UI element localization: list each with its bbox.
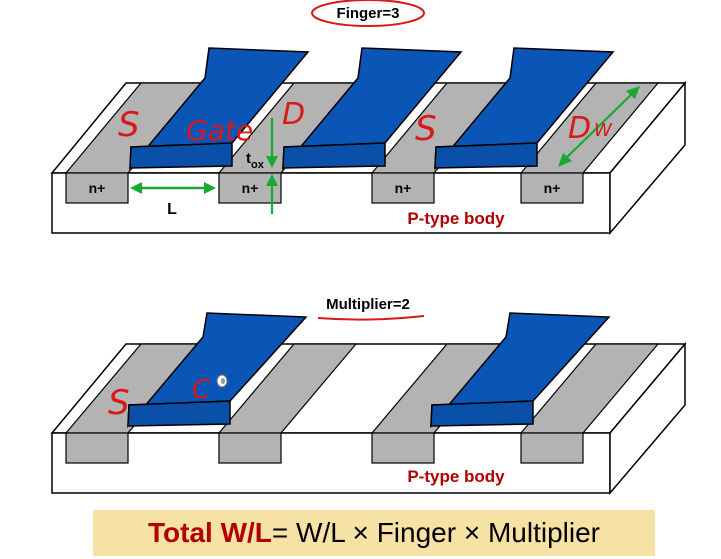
ink-source-2: S (415, 109, 437, 149)
ink-bottom-source: S (108, 383, 130, 423)
ink-gate: Gate (186, 114, 253, 147)
bottom-region-4 (520, 432, 584, 464)
bottom-substrate-side-face (609, 341, 686, 496)
mosfet-diagram: n+ n+ n+ n+ P-type body L (50, 0, 687, 496)
bottom-body-label: P-type body (407, 467, 505, 486)
bottom-region-1 (65, 432, 129, 464)
finger-label: Finger=3 (337, 5, 400, 22)
total-wl-formula: Total W/L = W/L × Finger × Multiplier (93, 510, 655, 556)
top-n-plus-label-4: n+ (544, 180, 561, 196)
multiplier-label: Multiplier=2 (326, 296, 410, 313)
top-substrate-front-face (51, 172, 611, 234)
top-n-plus-label-2: n+ (242, 180, 259, 196)
ink-bottom-scribble: C (192, 375, 211, 405)
length-arrow (130, 182, 216, 194)
top-gate-1 (129, 47, 310, 171)
width-arrow (558, 86, 640, 167)
bottom-substrate-front-face (51, 432, 611, 494)
tox-label: tox (246, 150, 265, 171)
top-transistor: n+ n+ n+ n+ P-type body L (50, 0, 687, 236)
multiplier-underline (317, 315, 425, 321)
ink-drain-1: D (282, 97, 305, 132)
top-body-label: P-type body (407, 209, 505, 228)
top-n-plus-region-3 (371, 172, 435, 204)
bottom-region-3 (371, 432, 435, 464)
bottom-region-2 (218, 432, 282, 464)
top-substrate-side-face (609, 80, 686, 236)
bottom-gate-2 (430, 312, 611, 429)
formula-rhs: = W/L × Finger × Multiplier (271, 517, 600, 548)
ink-drain-2: D (568, 111, 591, 146)
top-gate-3 (434, 47, 615, 171)
top-n-plus-label-1: n+ (89, 180, 106, 196)
ink-source-1: S (118, 105, 140, 145)
top-n-plus-region-4 (520, 172, 584, 204)
formula-lhs: Total W/L (148, 517, 272, 548)
top-n-plus-region-1 (65, 172, 129, 204)
bottom-transistor: P-type body Multiplier=2 S C (50, 296, 687, 496)
pen-cursor-icon (216, 374, 228, 388)
ink-width: W (594, 120, 613, 141)
top-n-plus-label-3: n+ (395, 180, 412, 196)
tox-arrows (266, 118, 278, 214)
bottom-gate-1 (127, 312, 308, 429)
length-label: L (167, 201, 177, 218)
finger-circle (311, 0, 425, 27)
top-gate-2 (282, 47, 463, 171)
